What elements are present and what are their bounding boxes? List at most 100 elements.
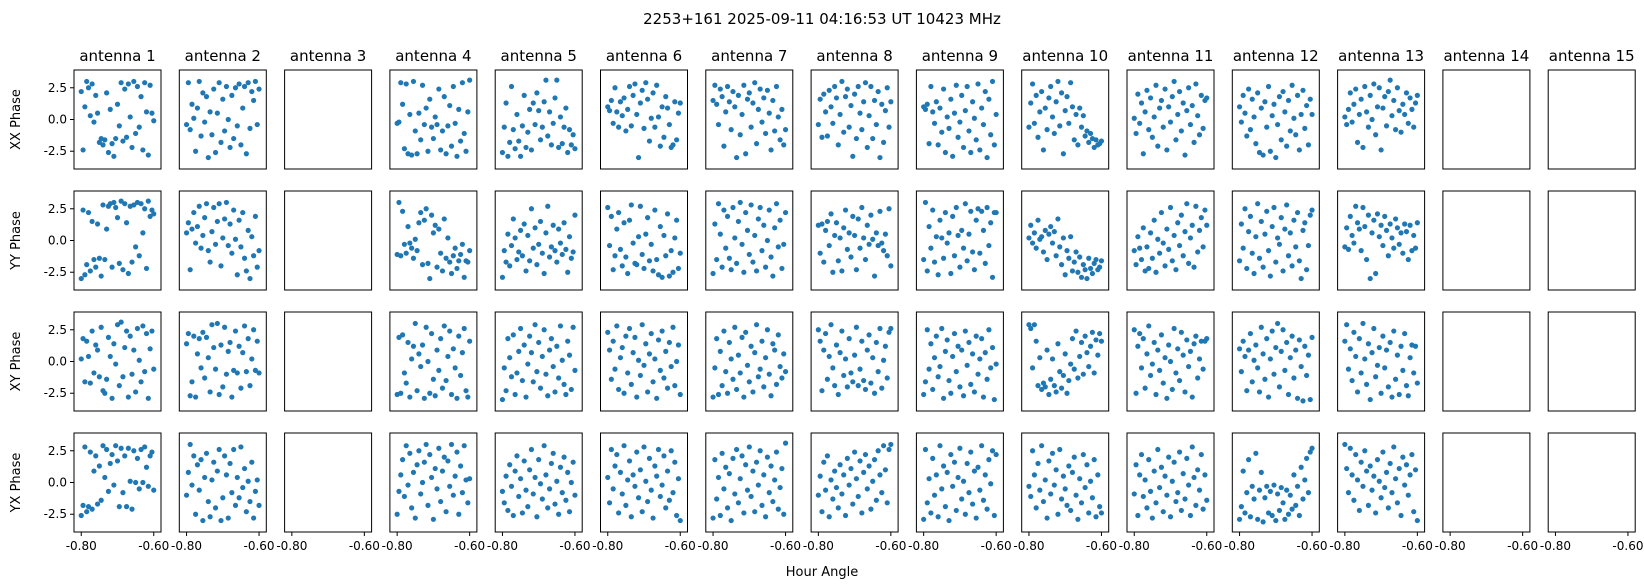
data-point (989, 344, 996, 351)
data-point (133, 479, 139, 486)
data-point (859, 127, 865, 133)
data-point (1378, 390, 1384, 396)
data-point (833, 220, 840, 226)
data-point (639, 87, 645, 93)
data-point (1296, 512, 1302, 519)
data-point (548, 142, 554, 148)
data-point (960, 144, 967, 151)
data-point (1147, 95, 1154, 101)
data-point (1084, 462, 1090, 468)
data-point (1253, 141, 1259, 147)
data-point (888, 263, 894, 269)
data-point (1354, 477, 1361, 483)
data-point (212, 366, 219, 372)
data-point (1360, 204, 1366, 211)
data-point (875, 448, 881, 454)
data-point (715, 391, 722, 398)
data-point (626, 217, 633, 223)
data-point (1273, 259, 1279, 265)
data-point (430, 516, 436, 522)
data-point (1373, 270, 1379, 277)
panel-title: antenna 1 (79, 47, 155, 65)
data-point (1293, 502, 1299, 508)
data-point (1138, 451, 1145, 458)
data-point (966, 231, 972, 237)
data-point (501, 500, 507, 506)
data-point (1389, 235, 1395, 241)
data-point (1380, 242, 1386, 249)
data-point (617, 246, 624, 252)
data-point (87, 113, 93, 119)
data-point (425, 358, 431, 365)
data-point (234, 370, 240, 376)
data-point (447, 259, 453, 265)
data-point (668, 248, 674, 254)
data-point (1131, 491, 1137, 497)
data-point (251, 327, 257, 333)
data-point (617, 469, 624, 475)
data-point (100, 202, 106, 208)
data-point (1238, 504, 1244, 510)
data-point (1238, 119, 1244, 125)
data-point (632, 81, 638, 87)
data-point (436, 226, 442, 232)
data-point (545, 393, 551, 399)
data-point (443, 377, 449, 384)
data-point (1273, 517, 1279, 524)
data-point (672, 459, 678, 465)
data-point (1080, 371, 1086, 377)
data-point (229, 250, 235, 256)
data-point (212, 505, 219, 511)
data-point (830, 365, 836, 371)
data-point (231, 135, 237, 142)
data-point (1182, 152, 1188, 158)
data-point (438, 336, 444, 342)
data-point (746, 90, 752, 96)
data-point (111, 153, 117, 159)
data-point (563, 497, 569, 503)
data-point (726, 339, 732, 346)
panel (494, 190, 583, 291)
data-point (848, 465, 854, 472)
data-point (198, 133, 204, 139)
panel-frame (494, 69, 583, 170)
data-point (663, 94, 669, 100)
data-point (241, 465, 248, 472)
data-point (1393, 376, 1399, 382)
data-point (946, 125, 952, 131)
data-point (1160, 380, 1166, 386)
data-point (1405, 492, 1411, 498)
panel-frame (915, 311, 1004, 412)
data-point (534, 514, 540, 520)
data-point (412, 515, 418, 521)
data-point (545, 133, 551, 139)
data-point (214, 320, 220, 327)
data-point (828, 211, 834, 217)
data-point (512, 146, 518, 152)
data-point (1256, 255, 1263, 261)
data-point (1383, 227, 1390, 233)
data-point (871, 457, 878, 463)
data-point (1133, 390, 1139, 396)
data-point (922, 106, 929, 112)
data-point (823, 227, 829, 233)
panel (705, 311, 794, 412)
data-point (993, 361, 999, 367)
data-point (243, 151, 249, 157)
data-point (401, 370, 407, 376)
panel: 2.50.0-2.5 (44, 190, 162, 291)
data-point (1285, 97, 1292, 104)
data-point (634, 449, 640, 455)
data-point (1135, 512, 1141, 519)
data-point (728, 267, 734, 273)
data-point (864, 347, 870, 353)
data-point (1196, 132, 1203, 138)
data-point (1376, 478, 1382, 484)
data-point (445, 458, 451, 464)
data-point (766, 371, 772, 377)
data-point (1164, 395, 1170, 401)
data-point (441, 454, 447, 460)
x-tick-label: -0.80 (1435, 539, 1466, 553)
data-point (1098, 338, 1105, 344)
data-point (550, 450, 556, 456)
